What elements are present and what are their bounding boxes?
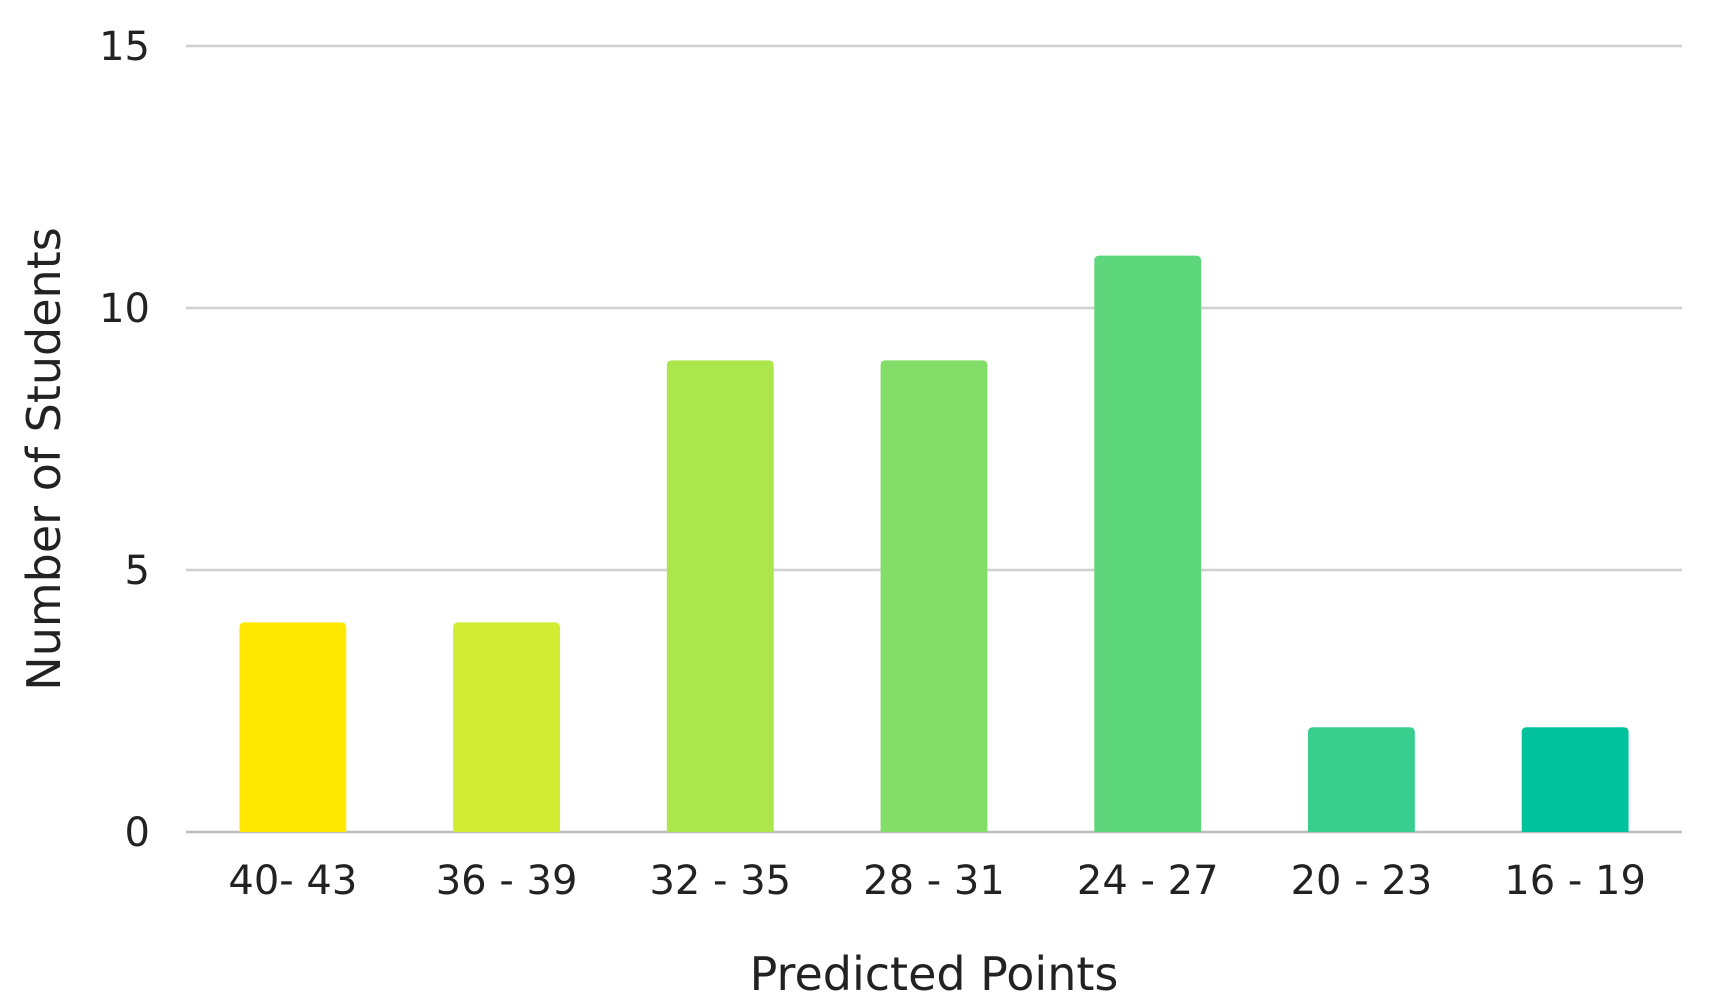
y-tick-label: 15 — [99, 24, 150, 70]
bar — [1094, 255, 1202, 833]
bar — [453, 622, 560, 832]
x-tick-label: 24 - 27 — [1077, 858, 1219, 904]
x-tick-label: 36 - 39 — [436, 858, 578, 904]
y-tick-label: 10 — [99, 286, 150, 332]
x-tick-label: 16 - 19 — [1504, 858, 1646, 904]
y-tick-label: 5 — [125, 548, 150, 594]
x-axis-title: Predicted Points — [750, 947, 1119, 998]
x-tick-label: 28 - 31 — [863, 858, 1005, 904]
x-tick-label: 40- 43 — [228, 858, 357, 904]
x-tick-label: 32 - 35 — [649, 858, 791, 904]
y-tick-label: 0 — [125, 810, 150, 856]
y-axis-ticks: 0 5 10 15 — [99, 24, 150, 856]
bar — [1521, 727, 1629, 832]
bar — [239, 622, 347, 832]
x-axis-ticks: 40- 43 36 - 39 32 - 35 28 - 31 24 - 27 20 - 2… — [228, 858, 1646, 904]
bar — [880, 360, 988, 832]
y-axis-title: Number of Students — [17, 227, 71, 690]
x-tick-label: 20 - 23 — [1291, 858, 1433, 904]
bars — [239, 255, 1629, 833]
bar — [666, 360, 774, 832]
bar — [1308, 727, 1415, 832]
